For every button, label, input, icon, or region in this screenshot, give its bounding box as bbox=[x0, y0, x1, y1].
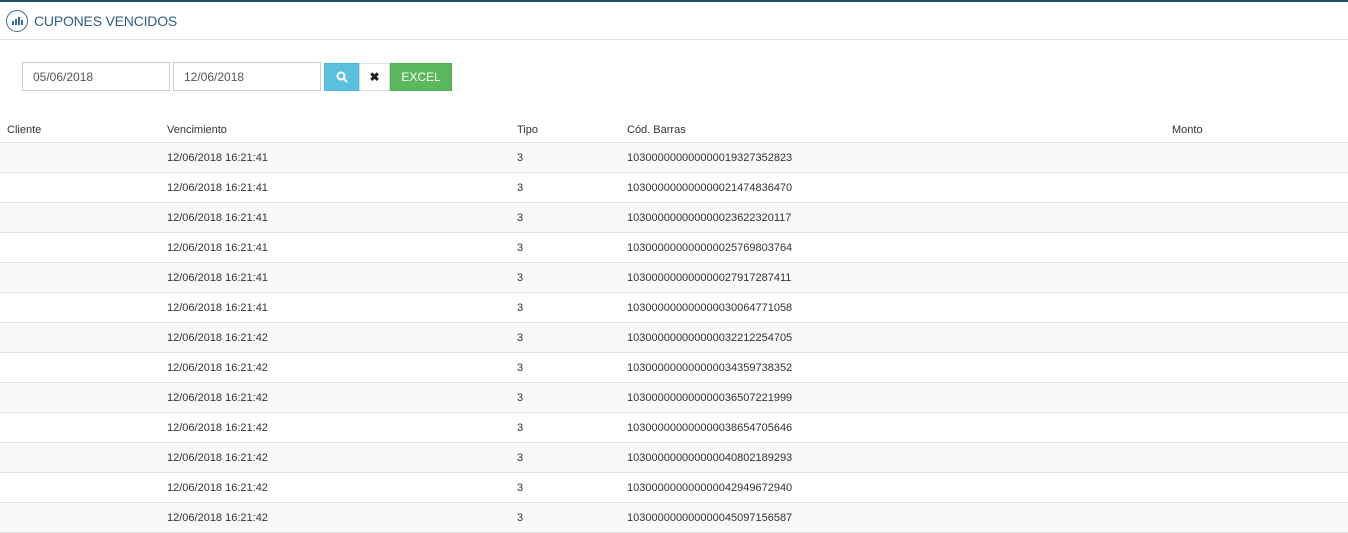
table-row[interactable]: 12/06/2018 16:21:42 3 10300000000000003650… bbox=[0, 382, 1348, 413]
cell-tipo: 3 bbox=[517, 172, 627, 203]
cell-vencimiento: 12/06/2018 16:21:42 bbox=[167, 322, 517, 353]
cell-monto bbox=[1172, 382, 1348, 413]
cell-cliente bbox=[0, 292, 167, 323]
cell-cliente bbox=[0, 262, 167, 293]
table-row[interactable]: 12/06/2018 16:21:41 3 10300000000000001932… bbox=[0, 142, 1348, 173]
column-header-codigo[interactable]: Cód. Barras bbox=[627, 118, 1172, 143]
cell-monto bbox=[1172, 172, 1348, 203]
table-row[interactable]: 12/06/2018 16:21:41 3 10300000000000002362… bbox=[0, 202, 1348, 233]
cell-codigo-barras: 103000000000000036507221999 bbox=[627, 382, 1172, 413]
cell-tipo: 3 bbox=[517, 502, 627, 533]
cell-codigo-barras: 103000000000000040802189293 bbox=[627, 442, 1172, 473]
cell-vencimiento: 12/06/2018 16:21:41 bbox=[167, 142, 517, 173]
cell-tipo: 3 bbox=[517, 232, 627, 263]
cell-vencimiento: 12/06/2018 16:21:42 bbox=[167, 352, 517, 383]
table-header: Cliente Vencimiento Tipo Cód. Barras Mon… bbox=[0, 118, 1348, 143]
cell-monto bbox=[1172, 142, 1348, 173]
cell-cliente bbox=[0, 232, 167, 263]
cell-codigo-barras: 103000000000000045097156587 bbox=[627, 502, 1172, 533]
date-from-input[interactable] bbox=[22, 62, 170, 91]
cell-codigo-barras: 103000000000000030064771058 bbox=[627, 292, 1172, 323]
cell-vencimiento: 12/06/2018 16:21:42 bbox=[167, 472, 517, 503]
cell-monto bbox=[1172, 322, 1348, 353]
cell-cliente bbox=[0, 382, 167, 413]
excel-button[interactable]: EXCEL bbox=[390, 62, 452, 91]
cell-codigo-barras: 103000000000000032212254705 bbox=[627, 322, 1172, 353]
cell-tipo: 3 bbox=[517, 202, 627, 233]
page-header: CUPONES VENCIDOS bbox=[0, 2, 1348, 40]
cell-cliente bbox=[0, 472, 167, 503]
cell-tipo: 3 bbox=[517, 412, 627, 443]
clear-button[interactable]: ✖ bbox=[359, 62, 390, 91]
table-row[interactable]: 12/06/2018 16:21:42 3 10300000000000004509… bbox=[0, 502, 1348, 533]
cell-cliente bbox=[0, 502, 167, 533]
cell-cliente bbox=[0, 202, 167, 233]
cell-codigo-barras: 103000000000000025769803764 bbox=[627, 232, 1172, 263]
table-row[interactable]: 12/06/2018 16:21:41 3 10300000000000003006… bbox=[0, 292, 1348, 323]
cell-tipo: 3 bbox=[517, 322, 627, 353]
cell-vencimiento: 12/06/2018 16:21:42 bbox=[167, 412, 517, 443]
close-icon: ✖ bbox=[369, 69, 380, 84]
cell-cliente bbox=[0, 352, 167, 383]
cell-tipo: 3 bbox=[517, 142, 627, 173]
cell-codigo-barras: 103000000000000038654705646 bbox=[627, 412, 1172, 443]
cell-vencimiento: 12/06/2018 16:21:41 bbox=[167, 172, 517, 203]
table-row[interactable]: 12/06/2018 16:21:42 3 10300000000000003221… bbox=[0, 322, 1348, 353]
cell-monto bbox=[1172, 442, 1348, 473]
table-row[interactable]: 12/06/2018 16:21:42 3 10300000000000004080… bbox=[0, 442, 1348, 473]
cell-vencimiento: 12/06/2018 16:21:42 bbox=[167, 382, 517, 413]
cell-vencimiento: 12/06/2018 16:21:42 bbox=[167, 502, 517, 533]
filter-bar: ✖ EXCEL bbox=[22, 62, 1348, 91]
search-icon bbox=[336, 71, 348, 83]
cell-vencimiento: 12/06/2018 16:21:41 bbox=[167, 262, 517, 293]
cell-monto bbox=[1172, 412, 1348, 443]
date-to-input[interactable] bbox=[173, 62, 321, 91]
cell-cliente bbox=[0, 172, 167, 203]
cell-tipo: 3 bbox=[517, 292, 627, 323]
cell-vencimiento: 12/06/2018 16:21:41 bbox=[167, 292, 517, 323]
cell-monto bbox=[1172, 292, 1348, 323]
cell-tipo: 3 bbox=[517, 442, 627, 473]
table-row[interactable]: 12/06/2018 16:21:41 3 10300000000000002791… bbox=[0, 262, 1348, 293]
cell-codigo-barras: 103000000000000034359738352 bbox=[627, 352, 1172, 383]
page-title: CUPONES VENCIDOS bbox=[34, 12, 178, 29]
cell-cliente bbox=[0, 322, 167, 353]
table-row[interactable]: 12/06/2018 16:21:41 3 10300000000000002576… bbox=[0, 232, 1348, 263]
cell-monto bbox=[1172, 202, 1348, 233]
cell-codigo-barras: 103000000000000023622320117 bbox=[627, 202, 1172, 233]
column-header-tipo[interactable]: Tipo bbox=[517, 118, 627, 143]
cell-codigo-barras: 103000000000000019327352823 bbox=[627, 142, 1172, 173]
cell-tipo: 3 bbox=[517, 262, 627, 293]
column-header-monto[interactable]: Monto bbox=[1172, 118, 1348, 143]
cell-monto bbox=[1172, 262, 1348, 293]
cell-cliente bbox=[0, 142, 167, 173]
cell-vencimiento: 12/06/2018 16:21:41 bbox=[167, 202, 517, 233]
bar-chart-circle-icon bbox=[6, 9, 28, 32]
cell-cliente bbox=[0, 442, 167, 473]
cell-codigo-barras: 103000000000000042949672940 bbox=[627, 472, 1172, 503]
cell-vencimiento: 12/06/2018 16:21:41 bbox=[167, 232, 517, 263]
cell-codigo-barras: 103000000000000021474836470 bbox=[627, 172, 1172, 203]
table-row[interactable]: 12/06/2018 16:21:42 3 10300000000000003865… bbox=[0, 412, 1348, 443]
top-bar bbox=[0, 0, 1348, 2]
table-row[interactable]: 12/06/2018 16:21:42 3 10300000000000004294… bbox=[0, 472, 1348, 503]
cell-vencimiento: 12/06/2018 16:21:42 bbox=[167, 442, 517, 473]
coupons-table: Cliente Vencimiento Tipo Cód. Barras Mon… bbox=[0, 118, 1348, 533]
column-header-vencimiento[interactable]: Vencimiento bbox=[167, 118, 517, 143]
cell-monto bbox=[1172, 352, 1348, 383]
cell-monto bbox=[1172, 232, 1348, 263]
cell-codigo-barras: 103000000000000027917287411 bbox=[627, 262, 1172, 293]
cell-monto bbox=[1172, 502, 1348, 533]
cell-cliente bbox=[0, 412, 167, 443]
cell-tipo: 3 bbox=[517, 382, 627, 413]
column-header-cliente[interactable]: Cliente bbox=[0, 118, 167, 143]
table-row[interactable]: 12/06/2018 16:21:41 3 10300000000000002147… bbox=[0, 172, 1348, 203]
table-row[interactable]: 12/06/2018 16:21:42 3 10300000000000003435… bbox=[0, 352, 1348, 383]
cell-tipo: 3 bbox=[517, 472, 627, 503]
cell-monto bbox=[1172, 472, 1348, 503]
cell-tipo: 3 bbox=[517, 352, 627, 383]
search-button[interactable] bbox=[324, 62, 359, 91]
